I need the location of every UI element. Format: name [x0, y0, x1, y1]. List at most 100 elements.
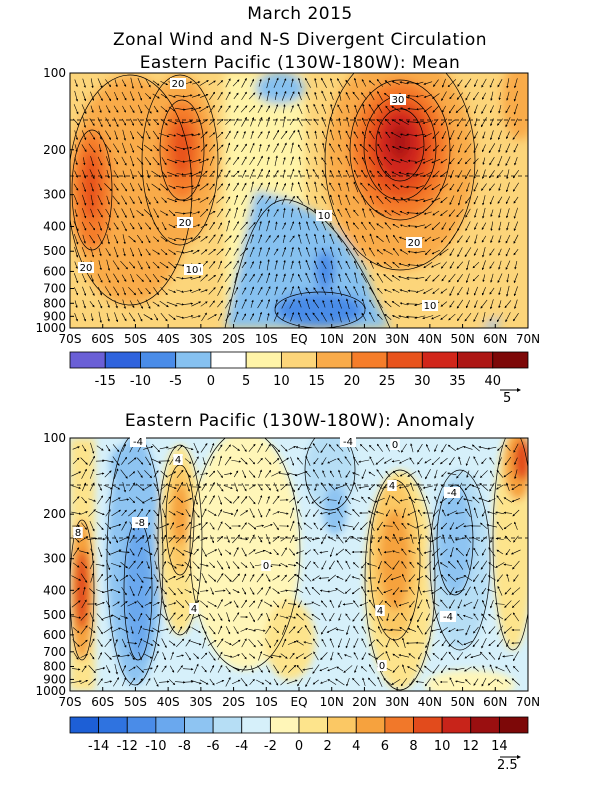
- x-tick-label: 50N: [450, 695, 474, 709]
- wind-vector: [482, 131, 486, 139]
- wind-vector: [175, 95, 186, 98]
- wind-vector: [176, 133, 184, 137]
- wind-vector: [114, 130, 118, 140]
- wind-vector: [274, 91, 278, 101]
- colorbar-tick-label: 6: [381, 739, 389, 754]
- contour-label: 0: [263, 561, 269, 572]
- wind-vector: [161, 170, 167, 178]
- wind-vector: [266, 144, 270, 152]
- wind-vector: [241, 91, 247, 101]
- x-tick-label: 50S: [124, 695, 147, 709]
- wind-vector: [167, 171, 178, 177]
- wind-vector: [175, 159, 186, 163]
- wind-vector: [90, 91, 95, 101]
- x-tick-label: 70N: [516, 332, 540, 346]
- contour-label: 8: [75, 528, 81, 539]
- wind-vector: [82, 169, 87, 179]
- wind-vector: [88, 130, 96, 140]
- wind-vector: [265, 195, 271, 204]
- x-tick-label: 30N: [385, 332, 409, 346]
- contour-label: 10: [186, 265, 199, 276]
- wind-vector: [88, 143, 96, 153]
- wind-vector: [306, 157, 310, 165]
- wind-vector: [73, 221, 79, 232]
- colorbar-tick-label: 14: [491, 739, 508, 754]
- wind-vector: [97, 208, 103, 218]
- wind-vector: [489, 105, 494, 114]
- wind-vector: [192, 211, 201, 215]
- wind-vector: [384, 210, 392, 216]
- wind-vector: [81, 221, 87, 231]
- wind-vector: [200, 170, 208, 178]
- wind-vector: [257, 116, 263, 127]
- wind-vector: [353, 131, 359, 139]
- wind-vector: [232, 79, 240, 87]
- wind-vector: [400, 107, 408, 111]
- wind-vector: [513, 90, 518, 102]
- wind-vector: [423, 133, 432, 137]
- wind-vector: [449, 144, 455, 152]
- wind-vector: [290, 104, 294, 113]
- wind-vector: [281, 194, 287, 205]
- wind-vector: [298, 169, 302, 178]
- x-tick-label: 20N: [352, 695, 376, 709]
- wind-vector: [330, 91, 334, 100]
- wind-vector: [473, 195, 479, 205]
- y-tick-label: 200: [43, 143, 66, 157]
- wind-vector: [129, 196, 135, 205]
- wind-vector: [353, 181, 359, 193]
- wind-vector: [354, 143, 358, 152]
- wind-vector: [399, 159, 408, 163]
- wind-vector: [406, 172, 418, 175]
- wind-vector: [114, 79, 118, 88]
- wind-vector: [297, 181, 302, 192]
- colorbar-tick-label: -10: [145, 739, 166, 754]
- wind-vector: [130, 118, 135, 126]
- wind-vector: [432, 131, 440, 140]
- wind-vector: [297, 103, 303, 115]
- wind-vector: [481, 183, 487, 191]
- wind-vector: [160, 106, 168, 113]
- wind-vector: [191, 198, 201, 202]
- wind-vector: [160, 81, 169, 86]
- wind-vector: [82, 194, 87, 206]
- wind-vector: [305, 77, 311, 88]
- wind-vector: [415, 146, 424, 151]
- wind-vector: [391, 146, 400, 150]
- colorbar-swatch: [140, 351, 177, 369]
- wind-vector: [153, 105, 159, 113]
- wind-vector: [448, 209, 456, 217]
- wind-vector: [298, 91, 302, 101]
- wind-vector: [192, 146, 201, 150]
- colorbar-swatch: [69, 351, 106, 369]
- wind-vector: [441, 91, 447, 101]
- colorbar-swatch: [492, 351, 529, 369]
- wind-vector: [208, 210, 216, 216]
- wind-vector: [464, 130, 472, 141]
- wind-vector: [290, 156, 294, 166]
- wind-vector: [338, 144, 342, 152]
- wind-vector: [257, 182, 263, 192]
- wind-vector: [266, 156, 270, 165]
- wind-vector: [209, 132, 216, 138]
- x-tick-label: 20S: [222, 695, 245, 709]
- wind-vector: [345, 169, 351, 178]
- wind-vector: [482, 207, 486, 219]
- wind-vector: [449, 130, 455, 141]
- wind-vector: [321, 90, 327, 102]
- wind-vector: [74, 79, 78, 88]
- wind-vector: [297, 207, 303, 219]
- wind-vector: [250, 117, 255, 127]
- wind-vector: [138, 91, 143, 101]
- wind-vector: [241, 182, 247, 191]
- wind-vector: [106, 195, 110, 205]
- wind-vector: [174, 212, 186, 215]
- wind-vector: [138, 196, 142, 205]
- wind-vector: [337, 194, 342, 206]
- wind-vector: [83, 157, 86, 166]
- wind-vector: [145, 118, 151, 127]
- wind-vector: [306, 168, 310, 179]
- wind-vector: [151, 183, 161, 191]
- wind-vector: [217, 169, 223, 179]
- wind-vector: [160, 183, 169, 191]
